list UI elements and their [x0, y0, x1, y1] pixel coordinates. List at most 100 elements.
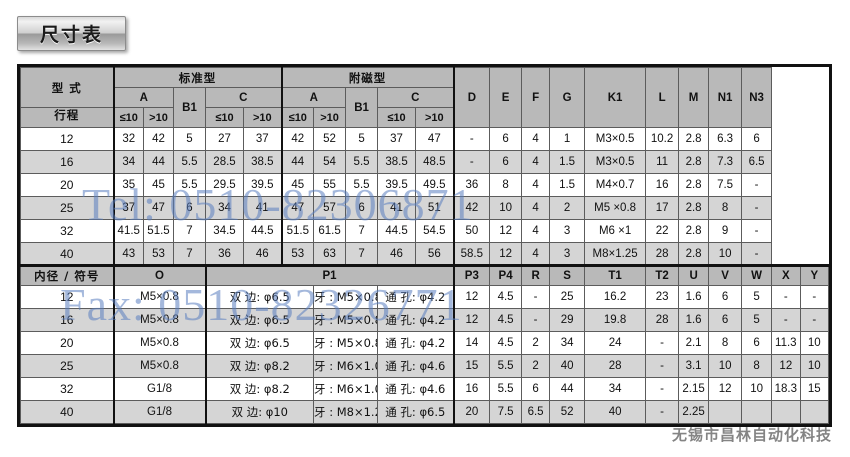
- cell-P4: 4.5: [489, 331, 523, 355]
- cell-mA10: 53: [280, 242, 315, 266]
- cell-P4: 5.5: [489, 377, 523, 401]
- header-std-C-gt10: >10: [242, 107, 283, 128]
- cell-P1-thread: 牙 : M6×1.0: [313, 354, 379, 378]
- dimension-table-container: 型 式 标准型 附磁型 D E F G K1 L M N1 N3 A B1 C …: [17, 64, 832, 427]
- cell-sC10: 34.5: [205, 219, 244, 243]
- cell-sCg10: 44.5: [242, 219, 283, 243]
- cell-T2: -: [645, 377, 680, 401]
- cell-Y: 10: [799, 331, 830, 355]
- cell-N1: 10: [708, 242, 743, 266]
- cell-P4: 4.5: [489, 308, 523, 332]
- header2-T2: T2: [645, 264, 680, 286]
- cell-mB1: 5: [345, 127, 379, 151]
- cell-P1-thread: 牙 : M6×1.0: [313, 377, 379, 401]
- header2-O: O: [112, 264, 206, 286]
- cell-S: 29: [549, 308, 586, 332]
- header-std-A: A: [112, 87, 174, 108]
- header-N3: N3: [741, 67, 773, 128]
- cell-P3: 20: [452, 400, 491, 424]
- cell-O: M5×0.8: [112, 308, 206, 332]
- cell-P4: 5.5: [489, 354, 523, 378]
- cell-sCg10: 37: [242, 127, 283, 151]
- table-row: 25 M5×0.8 双 边: φ8.2 牙 : M6×1.0 通 孔: φ4.6 15 5.…: [20, 354, 830, 378]
- watermark-company: 无锡市昌林自动化科技: [672, 426, 833, 444]
- table-row: 12 M5×0.8 双 边: φ6.5 牙 : M5×0.8 通 孔: φ4.2 12 4.…: [20, 285, 830, 309]
- cell-K1: M6 ×1: [584, 219, 647, 243]
- cell-S: 52: [549, 400, 586, 424]
- cell-P3: 16: [452, 377, 491, 401]
- table2-header-row: 内径 / 符号 O P1 P3 P4 R S T1 T2 U V W X Y: [20, 264, 830, 286]
- header-std-C: C: [204, 87, 283, 108]
- header-std-B1: B1: [173, 87, 206, 128]
- cell-R: 2: [521, 354, 551, 378]
- cell-mC10: 41: [377, 196, 417, 220]
- cell-D: 42: [452, 196, 491, 220]
- table2-head: 内径 / 符号 O P1 P3 P4 R S T1 T2 U V W X Y: [20, 264, 830, 286]
- header-E: E: [489, 67, 523, 128]
- cell-mC10: 38.5: [377, 150, 417, 174]
- cell-mB1: 5.5: [345, 150, 379, 174]
- cell-sC10: 36: [205, 242, 244, 266]
- cell-mAg10: 55: [313, 173, 347, 197]
- cell-T1: 19.8: [584, 308, 647, 332]
- cell-V: 6: [708, 308, 743, 332]
- cell-V: [708, 400, 743, 424]
- header2-Y: Y: [799, 264, 830, 286]
- cell-D: 36: [452, 173, 491, 197]
- cell-W: 5: [741, 285, 773, 309]
- row-bore-cell: 32: [20, 219, 114, 243]
- cell-Y: 15: [799, 377, 830, 401]
- cell-R: -: [521, 308, 551, 332]
- cell-N3: 6: [741, 127, 773, 151]
- cell-mAg10: 63: [313, 242, 347, 266]
- header2-R: R: [521, 264, 551, 286]
- table-row: 25 37 47 6 34 41 47 57 6 41 51 42 10 4 2 M5 ×0.8 17 2.8 8-: [20, 196, 829, 220]
- header-mag-A-le10: ≤10: [280, 107, 315, 128]
- table1-body: 12 32 42 5 27 37 42 52 5 37 47-6 4 1 M3×0.5 10.2 2.8 6.3…: [20, 127, 829, 266]
- cell-P1-double-edge: 双 边: φ8.2: [204, 377, 315, 401]
- cell-O: M5×0.8: [112, 331, 206, 355]
- cell-T2: 28: [645, 308, 680, 332]
- cell-X: 12: [771, 354, 801, 378]
- cell-mAg10: 61.5: [313, 219, 347, 243]
- cell-K1: M8×1.25: [584, 242, 647, 266]
- row-bore-cell: 25: [20, 354, 114, 378]
- cell-L: 11: [645, 150, 680, 174]
- header-mag-A: A: [280, 87, 347, 108]
- cell-mC10: 46: [377, 242, 417, 266]
- cell-E: 10: [489, 196, 523, 220]
- cell-U: 2.15: [678, 377, 710, 401]
- table-row: 32 41.5 51.5 7 34.5 44.5 51.5 61.5 7 44.5 54.5 50 12…: [20, 219, 829, 243]
- cell-X: 11.3: [771, 331, 801, 355]
- cell-N3: -: [741, 173, 773, 197]
- cell-sA10: 35: [112, 173, 144, 197]
- header-G: G: [549, 67, 586, 128]
- row-bore-cell: 40: [20, 400, 114, 424]
- cell-T2: -: [645, 331, 680, 355]
- cell-F: 4: [521, 196, 551, 220]
- row-bore-cell: 25: [20, 196, 114, 220]
- table-row: 16 M5×0.8 双 边: φ6.5 牙 : M5×0.8 通 孔: φ4.2 12 4.…: [20, 308, 830, 332]
- cell-D: 50: [452, 219, 491, 243]
- cell-D: -: [452, 127, 491, 151]
- cell-G: 1.5: [549, 150, 586, 174]
- cell-T1: 40: [584, 400, 647, 424]
- cell-P1-thread: 牙 : M5×0.8: [313, 308, 379, 332]
- cell-W: 10: [741, 377, 773, 401]
- cell-sCg10: 46: [242, 242, 283, 266]
- header2-X: X: [771, 264, 801, 286]
- cell-K1: M3×0.5: [584, 127, 647, 151]
- cell-Y: 10: [799, 354, 830, 378]
- row-bore-cell: 20: [20, 173, 114, 197]
- cell-D: -: [452, 150, 491, 174]
- cell-T1: 24: [584, 331, 647, 355]
- cell-P1-through-hole: 通 孔: φ4.2: [377, 308, 455, 332]
- cell-sCg10: 38.5: [242, 150, 283, 174]
- cell-sAg10: 51.5: [143, 219, 174, 243]
- cell-N1: 8: [708, 196, 743, 220]
- cell-X: -: [771, 285, 801, 309]
- cell-V: 10: [708, 354, 743, 378]
- cell-L: 17: [645, 196, 680, 220]
- cell-T1: 16.2: [584, 285, 647, 309]
- cell-U: 2.1: [678, 331, 710, 355]
